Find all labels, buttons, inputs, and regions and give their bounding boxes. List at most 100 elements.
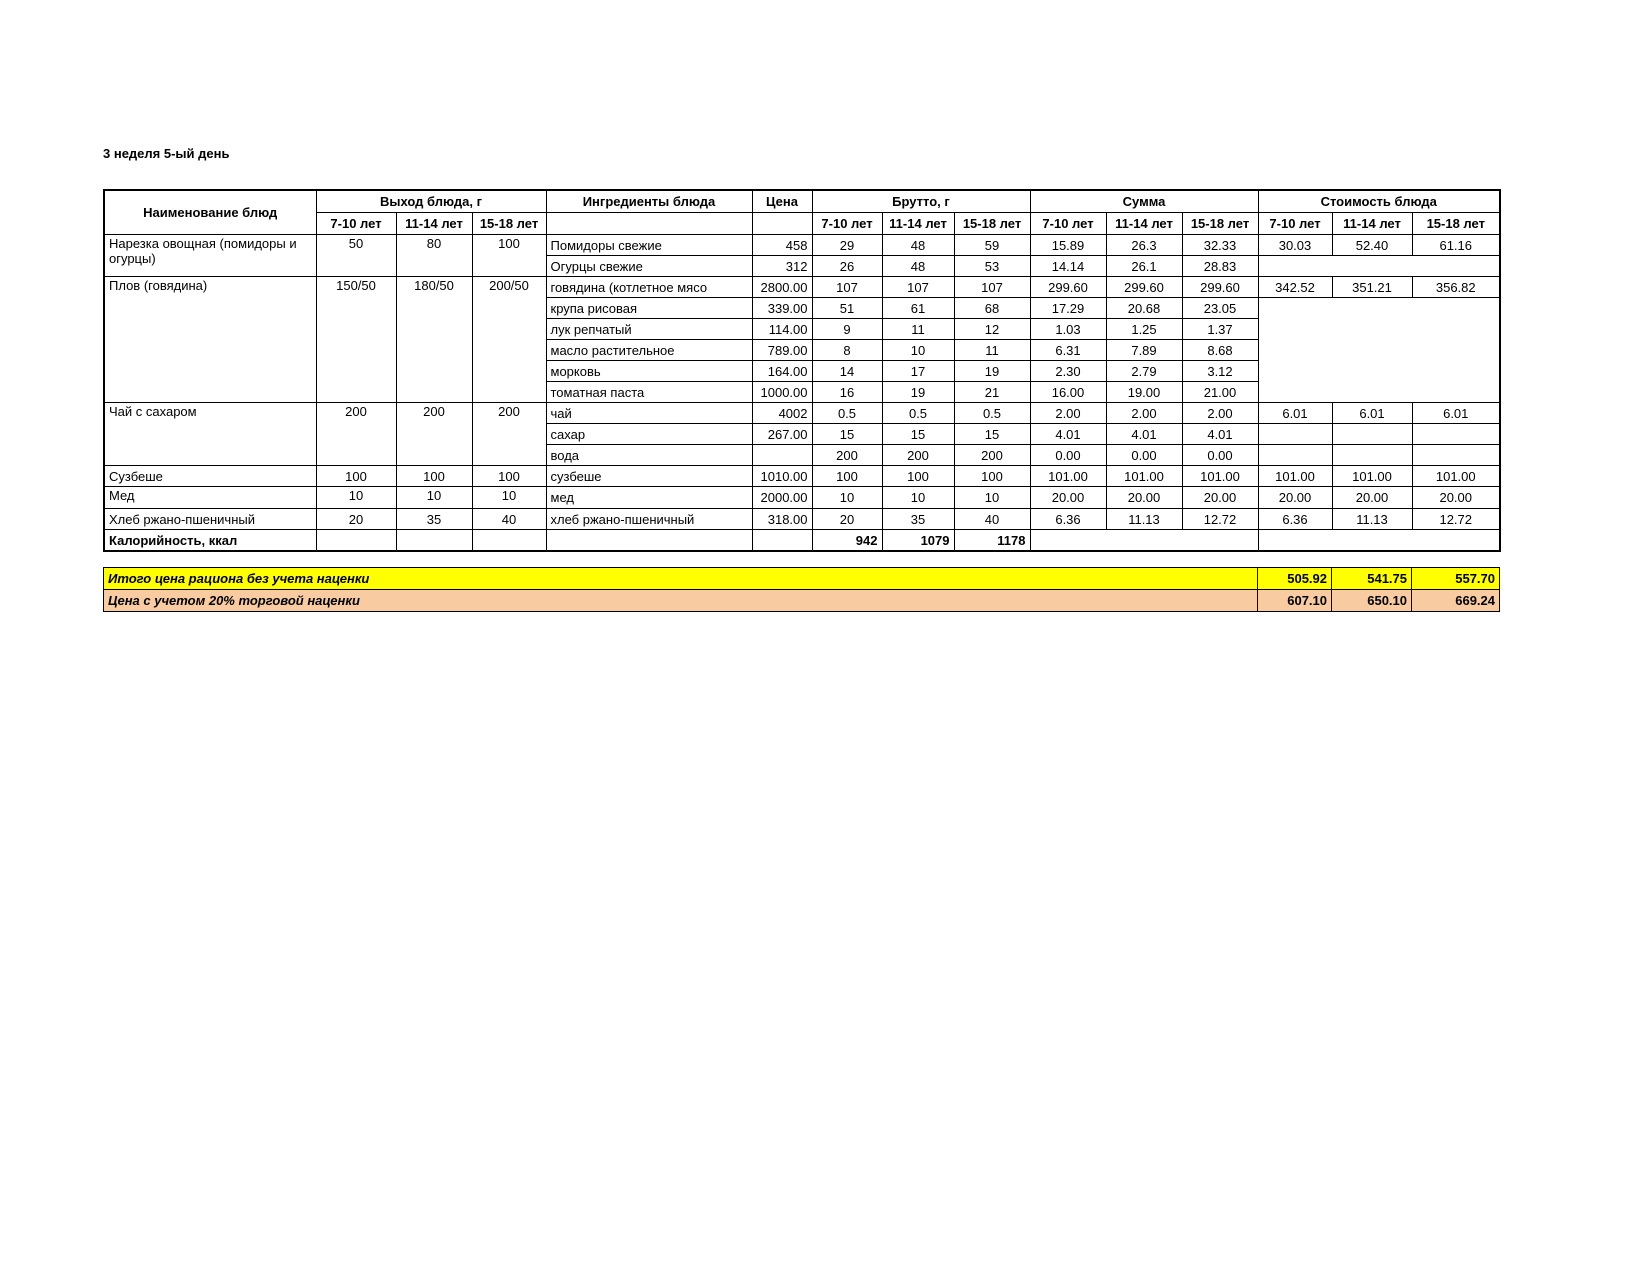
blank-cell <box>315 529 397 552</box>
brutto-cell: 200 <box>811 444 883 466</box>
cost-cell: 20.00 <box>1411 486 1501 509</box>
table-row: Плов (говядина) 150/50 180/50 200/50 гов… <box>103 276 1501 403</box>
sum-cell: 12.72 <box>1181 508 1259 530</box>
brutto-cell: 8 <box>811 339 883 361</box>
blank-cell <box>1029 529 1259 552</box>
cost-blank-cell <box>1257 297 1501 403</box>
table-row: Нарезка овощная (помидоры и огурцы) 50 8… <box>103 234 1501 277</box>
brutto-cell: 107 <box>881 276 955 298</box>
out-cell: 10 <box>395 486 473 509</box>
dish-name-cell: Хлеб ржано-пшеничный <box>103 508 317 530</box>
out-cell: 10 <box>315 486 397 509</box>
sum-cell: 26.1 <box>1105 255 1183 277</box>
sum-cell: 20.00 <box>1105 486 1183 509</box>
brutto-cell: 61 <box>881 297 955 319</box>
ingredient-cell: вода <box>545 444 753 466</box>
table-row: лук репчатый 114.00 9 11 12 1.03 1.25 1.… <box>104 318 1500 340</box>
cost-blank-cell <box>1331 423 1413 445</box>
sum-cell: 2.79 <box>1105 360 1183 382</box>
header-age: 7-10 лет <box>1029 212 1107 235</box>
out-cell: 200 <box>471 402 547 466</box>
sum-cell: 8.68 <box>1181 339 1259 361</box>
ingredient-cell: Помидоры свежие <box>545 234 753 256</box>
brutto-cell: 11 <box>881 318 955 340</box>
sum-cell: 0.00 <box>1181 444 1259 466</box>
page-title: 3 неделя 5-ый день <box>103 146 230 161</box>
price-cell: 1010.00 <box>751 465 813 487</box>
brutto-cell: 68 <box>953 297 1031 319</box>
table-row: Хлеб ржано-пшеничный 20 35 40 хлеб ржано… <box>103 508 1501 530</box>
dish-name-cell: Чай с сахаром <box>103 402 317 466</box>
dish-name-cell: Мед <box>103 486 317 509</box>
table-row: томатная паста 1000.00 16 19 21 16.00 19… <box>104 381 1500 403</box>
total-value-cell: 557.70 <box>1411 567 1500 590</box>
dish-name-cell: Плов (говядина) <box>103 276 317 403</box>
spreadsheet: 3 неделя 5-ый день Наименование блюд Вых… <box>103 146 1501 612</box>
table-row: Мед 10 10 10 мед 2000.00 10 10 10 20.00 … <box>103 486 1501 509</box>
price-cell: 2800.00 <box>751 276 813 298</box>
brutto-cell: 14 <box>811 360 883 382</box>
total-with-markup-label: Цена с учетом 20% торговой наценки <box>103 589 1258 612</box>
dish-name-cell: Нарезка овощная (помидоры и огурцы) <box>103 234 317 277</box>
sum-cell: 3.12 <box>1181 360 1259 382</box>
sum-cell: 26.3 <box>1105 234 1183 256</box>
price-cell: 1000.00 <box>751 381 813 403</box>
sum-cell: 4.01 <box>1029 423 1107 445</box>
table-row: вода 200 200 200 0.00 0.00 0.00 <box>104 444 1501 466</box>
price-cell: 164.00 <box>751 360 813 382</box>
calories-label-cell: Калорийность, ккал <box>103 529 317 552</box>
sum-cell: 299.60 <box>1029 276 1107 298</box>
price-cell: 114.00 <box>751 318 813 340</box>
out-cell: 180/50 <box>395 276 473 403</box>
header-out: Выход блюда, г <box>315 189 547 213</box>
brutto-cell: 100 <box>881 465 955 487</box>
total-value-cell: 650.10 <box>1331 589 1412 612</box>
cost-blank-cell <box>1331 444 1413 466</box>
brutto-cell: 29 <box>811 234 883 256</box>
table-row: масло растительное 789.00 8 10 11 6.31 7… <box>104 339 1500 361</box>
cost-cell: 20.00 <box>1257 486 1333 509</box>
cost-cell: 6.36 <box>1257 508 1333 530</box>
sum-cell: 23.05 <box>1181 297 1259 319</box>
price-cell: 2000.00 <box>751 486 813 509</box>
cost-cell: 6.01 <box>1331 402 1413 424</box>
sum-cell: 17.29 <box>1029 297 1107 319</box>
sum-cell: 7.89 <box>1105 339 1183 361</box>
header-age: 7-10 лет <box>315 212 397 235</box>
header-empty <box>545 212 753 235</box>
out-cell: 40 <box>471 508 547 530</box>
sum-cell: 20.68 <box>1105 297 1183 319</box>
brutto-cell: 26 <box>811 255 883 277</box>
brutto-cell: 40 <box>953 508 1031 530</box>
cost-cell: 342.52 <box>1257 276 1333 298</box>
sum-cell: 20.00 <box>1181 486 1259 509</box>
header-age: 7-10 лет <box>811 212 883 235</box>
calories-value-cell: 942 <box>811 529 883 552</box>
sum-cell: 16.00 <box>1029 381 1107 403</box>
total-without-markup-label: Итого цена рациона без учета наценки <box>103 567 1258 590</box>
brutto-cell: 12 <box>953 318 1031 340</box>
ingredient-cell: томатная паста <box>545 381 753 403</box>
sum-cell: 4.01 <box>1181 423 1259 445</box>
total-value-cell: 669.24 <box>1411 589 1500 612</box>
brutto-cell: 107 <box>811 276 883 298</box>
brutto-cell: 35 <box>881 508 955 530</box>
price-cell: 267.00 <box>751 423 813 445</box>
cost-blank-cell <box>1257 423 1333 445</box>
header-price: Цена <box>751 189 813 213</box>
brutto-cell: 100 <box>811 465 883 487</box>
brutto-cell: 100 <box>953 465 1031 487</box>
header-age: 15-18 лет <box>1181 212 1259 235</box>
out-cell: 150/50 <box>315 276 397 403</box>
header-cost: Стоимость блюда <box>1257 189 1501 213</box>
header-age: 15-18 лет <box>471 212 547 235</box>
price-cell: 339.00 <box>751 297 813 319</box>
price-cell: 312 <box>751 255 813 277</box>
header-sum: Сумма <box>1029 189 1259 213</box>
cost-blank-cell <box>1411 444 1501 466</box>
calories-value-cell: 1178 <box>953 529 1031 552</box>
total-value-cell: 541.75 <box>1331 567 1412 590</box>
header-row-2: 7-10 лет 11-14 лет 15-18 лет 7-10 лет 11… <box>104 212 1501 235</box>
out-cell: 80 <box>395 234 473 277</box>
out-cell: 100 <box>395 465 473 487</box>
